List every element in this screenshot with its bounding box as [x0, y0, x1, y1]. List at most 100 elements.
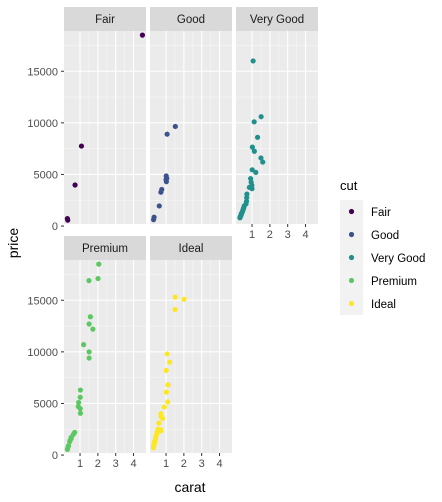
legend-swatch-fair [348, 208, 355, 215]
data-point-premium-20 [67, 439, 73, 445]
facet-strip-label-very-good: Very Good [250, 14, 304, 26]
data-point-ideal-6 [165, 382, 171, 388]
data-point-premium-11 [76, 399, 82, 406]
data-point-very-good-9 [253, 169, 259, 175]
data-point-good-0 [172, 123, 178, 130]
panel-background-premium [64, 260, 146, 453]
data-point-ideal-4 [167, 359, 173, 365]
panel-background-good [150, 31, 232, 224]
data-point-premium-0 [96, 261, 102, 267]
x-tick-label-1-3: 3 [113, 458, 119, 470]
data-point-very-good-0 [250, 58, 256, 64]
data-point-ideal-13 [156, 420, 162, 426]
x-tick-label-2-2: 2 [181, 458, 187, 470]
x-tick-label-3-3: 3 [285, 229, 291, 241]
panel-background-ideal [150, 260, 232, 453]
data-point-very-good-2 [251, 119, 257, 125]
data-point-premium-5 [90, 326, 96, 332]
data-point-good-8 [156, 203, 162, 209]
facet-panel-premium: Premium [64, 236, 146, 456]
x-tick-label-1-4: 4 [130, 458, 136, 470]
legend-label-fair: Fair [371, 207, 391, 219]
legend-swatch-ideal [348, 300, 355, 307]
legend-label-good: Good [371, 230, 399, 242]
data-point-very-good-14 [249, 186, 255, 192]
data-point-premium-4 [86, 321, 92, 327]
data-point-good-5 [163, 179, 169, 185]
y-tick-label-2-15000: 15000 [27, 295, 58, 307]
x-tick-label-3-2: 2 [267, 229, 273, 241]
legend-swatch-premium [348, 277, 355, 284]
y-tick-label-1-5000: 5000 [34, 169, 58, 181]
y-axis-title: price [5, 228, 21, 259]
data-point-premium-7 [86, 349, 92, 355]
data-point-good-7 [158, 189, 164, 195]
facet-panel-ideal: Ideal [150, 236, 232, 456]
data-point-very-good-8 [249, 167, 255, 173]
data-point-very-good-3 [254, 134, 261, 140]
data-point-premium-2 [86, 278, 92, 284]
facet-strip-very-good [236, 7, 318, 31]
data-point-very-good-7 [260, 159, 266, 165]
facet-panel-very-good: Very Good [236, 7, 318, 227]
data-point-premium-14 [77, 410, 83, 416]
data-point-ideal-7 [163, 389, 169, 395]
panel-background-fair [64, 31, 146, 224]
data-point-premium-8 [86, 355, 92, 361]
facet-strip-label-good: Good [177, 14, 205, 26]
facet-strip-label-fair: Fair [95, 14, 115, 26]
data-point-very-good-1 [258, 114, 264, 120]
facet-panel-good: Good [150, 7, 232, 227]
x-tick-label-3-1: 1 [249, 229, 255, 241]
axes-layer: 1 2 3 4 1 2 3 41 2 3 40500010000150000500010000150… [27, 66, 308, 470]
data-point-premium-9 [77, 387, 83, 393]
data-point-fair-2 [72, 182, 78, 188]
data-point-premium-1 [95, 275, 101, 282]
y-tick-label-2-5000: 5000 [34, 398, 58, 410]
legend-title: cut [340, 178, 358, 193]
panel-background-very-good [236, 31, 318, 224]
facet-strip-premium [64, 236, 146, 260]
data-point-very-good-4 [249, 144, 255, 150]
data-point-ideal-29 [150, 445, 156, 451]
data-point-premium-6 [81, 342, 87, 348]
legend-label-ideal: Ideal [371, 299, 396, 311]
facet-strip-ideal [150, 236, 232, 260]
panels-layer: Fair Good Very Good Premium Ideal [64, 7, 318, 456]
y-tick-label-1-15000: 15000 [27, 66, 58, 78]
data-point-ideal-5 [163, 367, 169, 374]
data-point-good-1 [164, 131, 170, 137]
legend-swatch-good [348, 231, 355, 238]
data-point-premium-10 [77, 394, 83, 400]
data-point-premium-24 [64, 446, 70, 452]
facet-strip-label-premium: Premium [82, 243, 128, 255]
y-tick-label-1-0: 0 [52, 221, 58, 233]
data-point-fair-1 [78, 143, 85, 149]
data-point-very-good-5 [251, 148, 257, 154]
data-point-very-good-31 [237, 215, 243, 221]
y-tick-label-2-10000: 10000 [27, 347, 58, 359]
legend-swatch-very-good [348, 254, 355, 261]
data-point-fair-0 [139, 32, 146, 38]
legend: cut Fair Good Very Good Premium Ideal [340, 178, 425, 315]
data-point-ideal-1 [181, 296, 187, 302]
y-tick-label-1-10000: 10000 [27, 118, 58, 130]
facet-strip-good [150, 7, 232, 31]
x-tick-label-2-4: 4 [216, 458, 222, 470]
x-tick-label-2-3: 3 [199, 458, 205, 470]
data-point-ideal-9 [161, 404, 167, 410]
data-point-ideal-0 [172, 294, 178, 300]
x-tick-label-2-1: 1 [163, 458, 169, 470]
x-tick-label-3-4: 4 [302, 229, 308, 241]
data-point-ideal-12 [159, 415, 166, 422]
y-tick-label-2-0: 0 [52, 450, 58, 462]
data-point-good-10 [150, 217, 157, 223]
x-tick-label-1-1: 1 [77, 458, 83, 470]
facet-strip-fair [64, 7, 146, 31]
data-point-fair-4 [65, 217, 71, 223]
data-point-ideal-16 [158, 428, 164, 434]
data-point-premium-3 [87, 314, 93, 320]
x-tick-label-1-2: 2 [95, 458, 101, 470]
